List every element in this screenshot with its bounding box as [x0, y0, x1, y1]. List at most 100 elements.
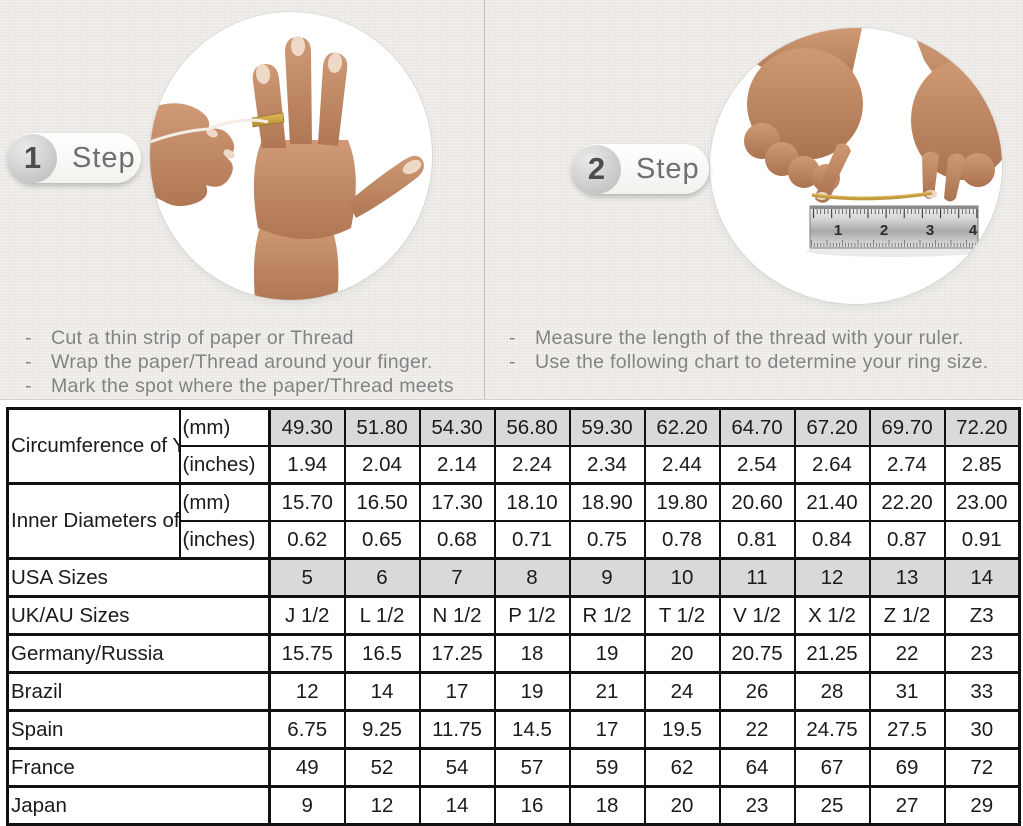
size-value: 2.64	[793, 445, 871, 485]
size-value: L 1/2	[343, 595, 421, 636]
step2-photo: 1 2 3 4	[710, 28, 1002, 304]
size-value: 69.70	[868, 407, 946, 447]
size-value: 27	[868, 785, 946, 826]
table-row: Inner Diameters of Rings(mm)15.7016.5017…	[6, 482, 1021, 560]
size-value: 16	[493, 785, 571, 826]
size-value: 56.80	[493, 407, 571, 447]
ruler-number: 2	[880, 222, 888, 239]
instruction-text: Measure the length of the thread with yo…	[535, 327, 964, 349]
ruler-number: 3	[926, 222, 934, 239]
size-value: 13	[868, 557, 946, 598]
table-row: Spain 6.75 9.25 11.75 14.5 17 19.5 22 24.75 27.5 3…	[6, 709, 1021, 750]
row-label: Brazil	[6, 671, 271, 712]
size-value: 15.75	[268, 633, 346, 674]
size-value: 17	[568, 709, 646, 750]
size-value: R 1/2	[568, 595, 646, 636]
size-value: 67	[793, 747, 871, 788]
size-value: 21.40	[793, 482, 871, 522]
step1-label: Step	[72, 141, 136, 174]
size-value: 9	[268, 785, 346, 826]
size-value: 10	[643, 557, 721, 598]
size-value: 14	[943, 557, 1021, 598]
size-value: 28	[793, 671, 871, 712]
size-value: 29	[943, 785, 1021, 826]
size-value: 20	[643, 785, 721, 826]
size-value: 49.30	[268, 407, 346, 447]
size-value: X 1/2	[793, 595, 871, 636]
size-value: 20.60	[718, 482, 796, 522]
instruction-text: Use the following chart to determine you…	[535, 351, 989, 373]
size-value: 16.5	[343, 633, 421, 674]
size-value: 17.30	[418, 482, 496, 522]
size-value: 62	[643, 747, 721, 788]
size-value: 18	[493, 633, 571, 674]
step2-number: 2	[572, 144, 621, 194]
size-value: 9.25	[343, 709, 421, 750]
size-value: 19	[568, 633, 646, 674]
size-value: 20.75	[718, 633, 796, 674]
size-value: 0.62	[268, 520, 346, 560]
size-value: 54	[418, 747, 496, 788]
size-value: 64.70	[718, 407, 796, 447]
size-value: 23.00	[943, 482, 1021, 522]
step1-instructions: - Cut a thin strip of paper or Thread - Wra…	[22, 326, 454, 398]
size-value: 8	[493, 557, 571, 598]
step1-number: 1	[8, 133, 57, 183]
size-chart-section: Circumference of Your Finger(mm)49.3051.…	[0, 400, 1023, 826]
ruler-markings: 1 2 3 4	[811, 209, 978, 247]
size-value: T 1/2	[643, 595, 721, 636]
size-value: 0.81	[718, 520, 796, 560]
size-value: Z3	[943, 595, 1021, 636]
size-value: 5	[268, 557, 346, 598]
size-value: 22	[718, 709, 796, 750]
instruction-text: Cut a thin strip of paper or Thread	[51, 327, 354, 349]
table-row: (inches) 1.94 2.04 2.14 2.24 2.34 2.44 2.54 2.64…	[8, 445, 1021, 485]
hand-with-thread-illustration	[150, 36, 424, 300]
size-value: 2.54	[718, 445, 796, 485]
size-value: 49	[268, 747, 346, 788]
step2-badge: 2 Step	[572, 144, 709, 194]
size-value: 12	[268, 671, 346, 712]
size-value: 2.14	[418, 445, 496, 485]
size-value: 59.30	[568, 407, 646, 447]
table-row: Germany/Russia 15.75 16.5 17.25 18 19 20 20.75 2…	[6, 633, 1021, 674]
size-value: 18	[568, 785, 646, 826]
unit-label: (mm)	[178, 407, 271, 447]
instruction-line: - Wrap the paper/Thread around your finge…	[22, 350, 454, 374]
size-value: 2.44	[643, 445, 721, 485]
row-label: Circumference of Your Finger	[6, 407, 181, 485]
size-value: 11.75	[418, 709, 496, 750]
size-value: N 1/2	[418, 595, 496, 636]
size-value: 0.87	[868, 520, 946, 560]
size-value: 14.5	[493, 709, 571, 750]
size-value: 21	[568, 671, 646, 712]
unit-label: (inches)	[178, 520, 271, 560]
bullet-dash: -	[509, 351, 516, 373]
row-label: Germany/Russia	[6, 633, 271, 674]
size-value: 23	[943, 633, 1021, 674]
size-value: 16.50	[343, 482, 421, 522]
size-value: 2.85	[943, 445, 1021, 485]
size-value: P 1/2	[493, 595, 571, 636]
size-value: 0.68	[418, 520, 496, 560]
thread-on-ruler-illustration: 1 2 3 4	[744, 28, 1002, 257]
size-value: 19.5	[643, 709, 721, 750]
size-value: 57	[493, 747, 571, 788]
size-value: 6	[343, 557, 421, 598]
table-row: UK/AU Sizes J 1/2 L 1/2 N 1/2 P 1/2 R 1/2 T 1/…	[6, 595, 1021, 636]
size-value: 17.25	[418, 633, 496, 674]
size-value: 12	[793, 557, 871, 598]
size-value: 2.34	[568, 445, 646, 485]
size-chart-body: Circumference of Your Finger(mm)49.3051.…	[6, 407, 1021, 826]
size-value: 14	[343, 671, 421, 712]
size-value: Z 1/2	[868, 595, 946, 636]
size-value: 20	[643, 633, 721, 674]
row-label: USA Sizes	[6, 557, 271, 598]
step2-label: Step	[636, 152, 700, 185]
table-row: USA Sizes 5 6 7 8 9 10 11 12 13 14	[6, 557, 1021, 598]
size-value: 0.71	[493, 520, 571, 560]
size-value: 33	[943, 671, 1021, 712]
bullet-dash: -	[25, 351, 32, 373]
size-value: 72	[943, 747, 1021, 788]
